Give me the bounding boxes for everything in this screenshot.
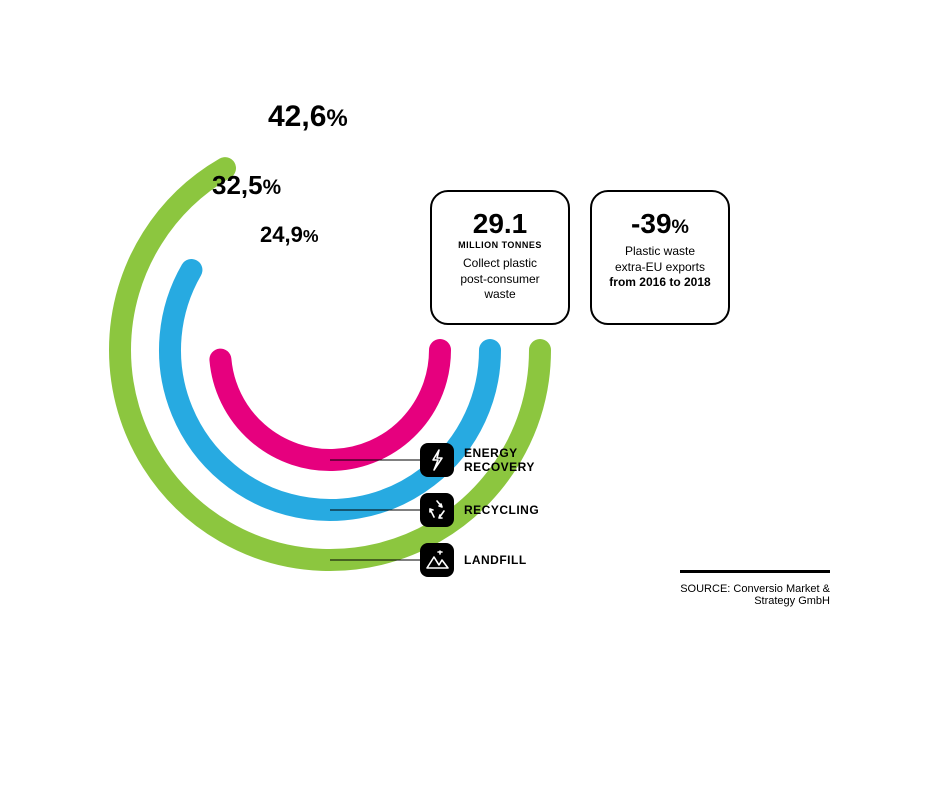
stat-text-line: waste	[440, 287, 560, 303]
legend-label: ENERGYRECOVERY	[464, 446, 535, 475]
pct-sign: %	[263, 176, 282, 199]
source-text: SOURCE: Conversio Market & Strategy GmbH	[680, 583, 830, 607]
stat-text-line: extra-EU exports	[600, 260, 720, 276]
legend-label-line: ENERGY	[464, 446, 535, 460]
stat-big-number: 29.1	[473, 208, 528, 239]
stat-sub-strong: MILLION TONNES	[440, 240, 560, 250]
pct-value: 42,6	[268, 100, 326, 133]
stat-big-number: -39	[631, 208, 671, 239]
source-body: Conversio Market & Strategy GmbH	[733, 583, 830, 607]
legend-item-recycling: RECYCLING	[420, 493, 539, 527]
stat-box-collect: 29.1MILLION TONNES Collect plasticpost-co…	[430, 190, 570, 325]
stat-big-suffix: %	[672, 216, 689, 238]
pct-sign: %	[303, 226, 319, 246]
recycle-icon	[420, 493, 454, 527]
legend-label-line: LANDFILL	[464, 553, 527, 567]
stat-box-exports: -39% Plastic wasteextra-EU exportsfrom 20…	[590, 190, 730, 325]
radial-arcs-svg	[0, 0, 929, 800]
stat-text: Plastic wasteextra-EU exportsfrom 2016 t…	[600, 244, 720, 291]
pct-label-landfill: 42,6%	[268, 100, 348, 134]
stat-big-value: 29.1	[440, 210, 560, 238]
source-citation: SOURCE: Conversio Market & Strategy GmbH	[680, 570, 830, 607]
legend-label-line: RECYCLING	[464, 503, 539, 517]
legend-label: RECYCLING	[464, 503, 539, 517]
bolt-icon	[420, 443, 454, 477]
stat-text-line: from 2016 to 2018	[600, 275, 720, 291]
legend-item-energy: ENERGYRECOVERY	[420, 443, 535, 477]
landfill-icon	[420, 543, 454, 577]
source-prefix: SOURCE:	[680, 583, 733, 595]
stat-big-value: -39%	[600, 210, 720, 238]
stat-text-line: Plastic waste	[600, 244, 720, 260]
infographic-canvas: 42,6%32,5%24,9% 29.1MILLION TONNESCollec…	[0, 0, 929, 800]
legend-item-landfill: LANDFILL	[420, 543, 527, 577]
pct-label-recycling: 32,5%	[212, 170, 281, 201]
pct-value: 24,9	[260, 222, 303, 247]
pct-sign: %	[326, 105, 347, 132]
legend-label: LANDFILL	[464, 553, 527, 567]
source-rule	[680, 570, 830, 573]
stat-text: Collect plasticpost-consumerwaste	[440, 256, 560, 303]
pct-value: 32,5	[212, 170, 263, 200]
legend-label-line: RECOVERY	[464, 460, 535, 474]
stat-text-line: Collect plastic	[440, 256, 560, 272]
arc-energy	[220, 350, 440, 460]
stat-text-line: post-consumer	[440, 272, 560, 288]
pct-label-energy: 24,9%	[260, 222, 318, 248]
